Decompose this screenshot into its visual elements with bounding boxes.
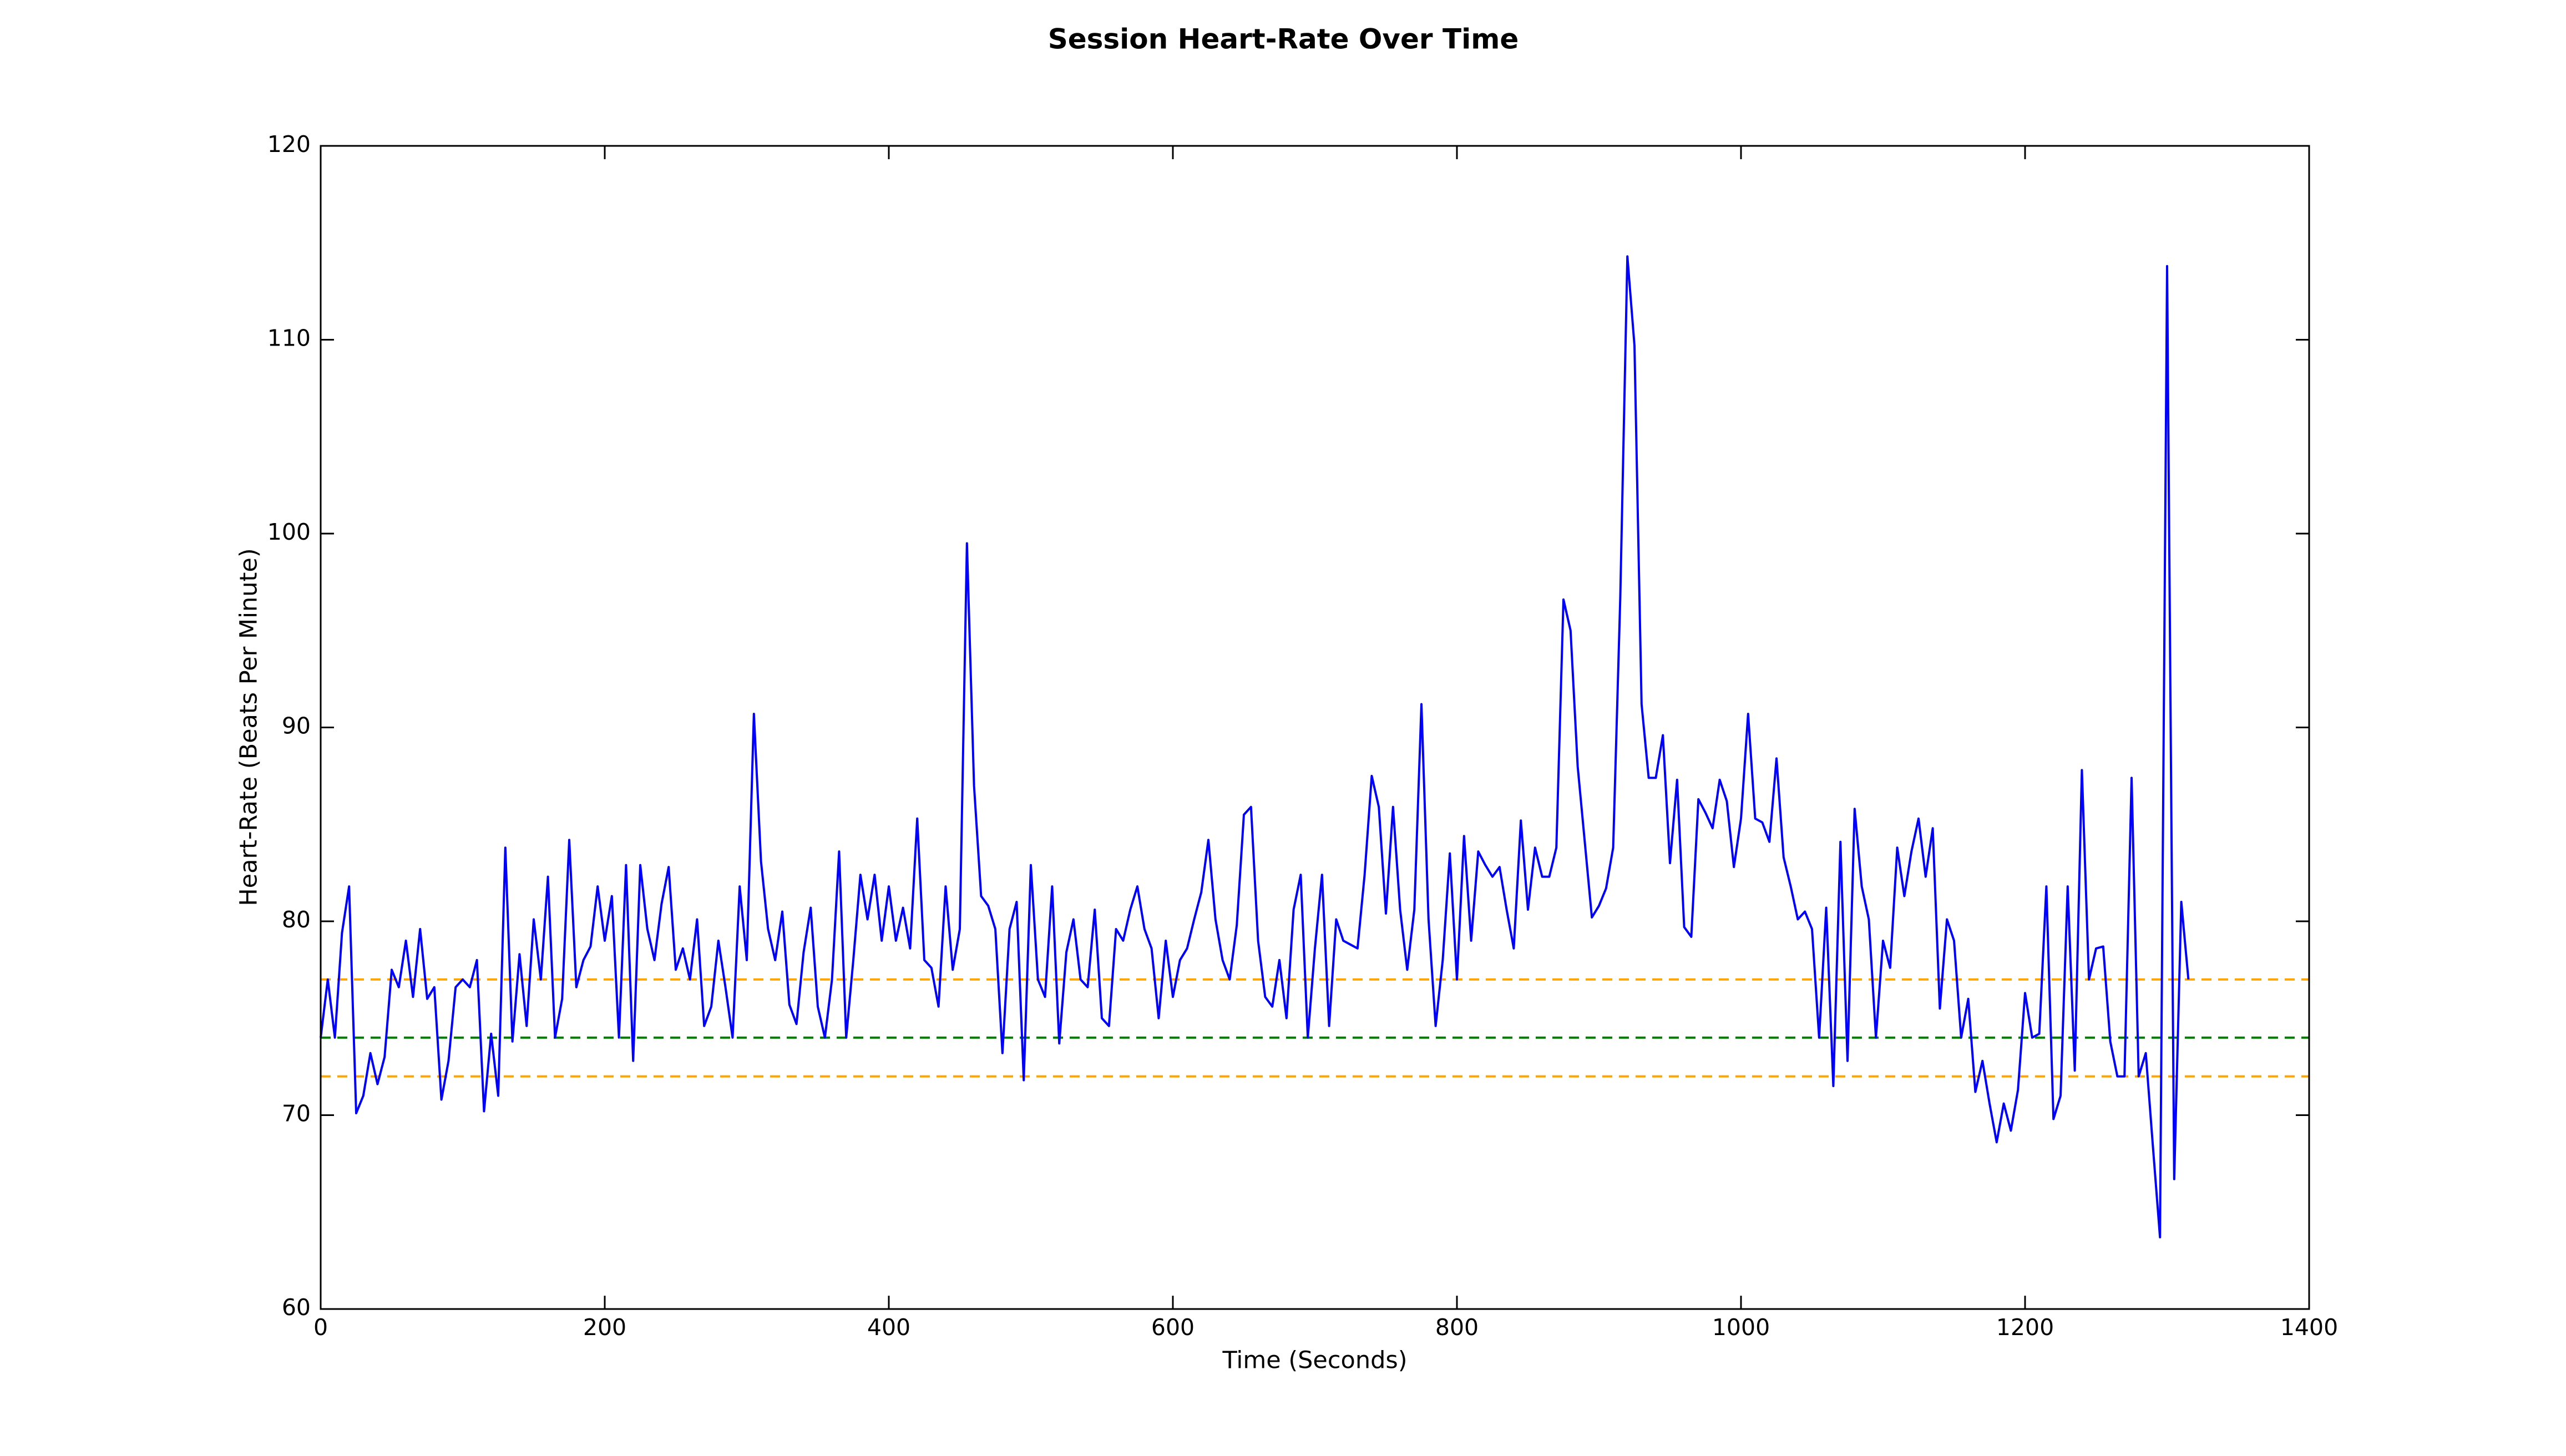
x-tick-label: 0: [313, 1314, 328, 1341]
x-tick-label: 800: [1435, 1314, 1479, 1341]
data-line: [320, 255, 2190, 1239]
x-tick-label: 600: [1151, 1314, 1195, 1341]
y-tick-label: 90: [282, 713, 311, 739]
x-tick-label: 1200: [1996, 1314, 2054, 1341]
chart-title: Session Heart-Rate Over Time: [1048, 23, 1519, 55]
x-axis-label: Time (Seconds): [1222, 1347, 1407, 1374]
y-tick-label: 110: [267, 325, 311, 352]
y-tick-label: 100: [267, 519, 311, 545]
x-tick-label: 1000: [1712, 1314, 1770, 1341]
x-tick-label: 400: [867, 1314, 910, 1341]
x-tick-label: 200: [583, 1314, 626, 1341]
plot-frame: [320, 145, 2310, 1310]
x-tick-label: 1400: [2280, 1314, 2338, 1341]
y-tick-label: 70: [282, 1100, 311, 1127]
y-tick-label: 60: [282, 1294, 311, 1321]
y-axis-label: Heart-Rate (Beats Per Minute): [235, 548, 263, 906]
y-tick-label: 120: [267, 131, 311, 158]
y-tick-label: 80: [282, 906, 311, 933]
